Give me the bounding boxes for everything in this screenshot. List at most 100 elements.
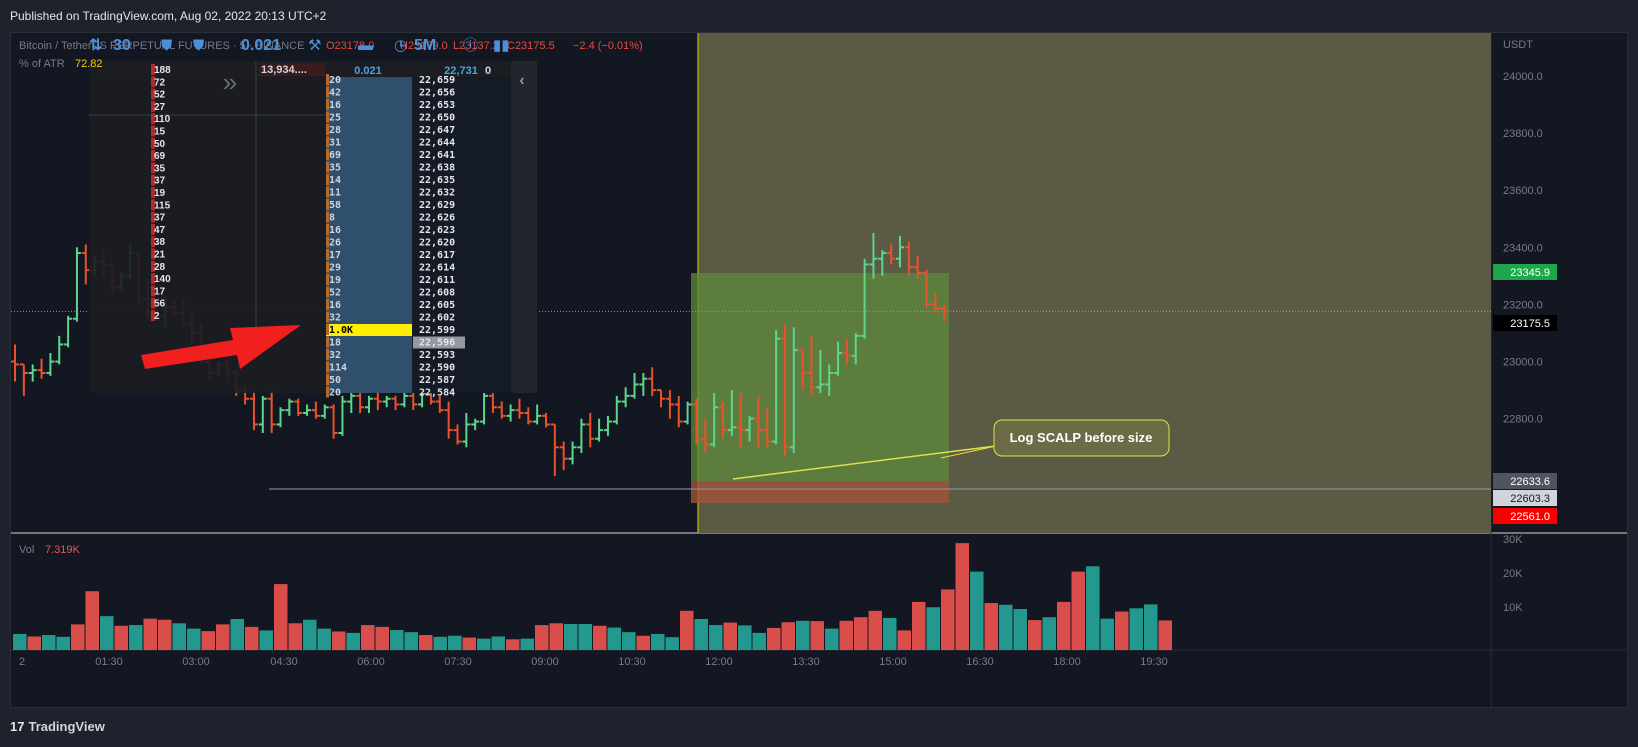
dom-row[interactable]: 1.0K 22,599 bbox=[326, 324, 455, 336]
volume-bar bbox=[926, 607, 940, 650]
dom-row[interactable]: 31 22,644 bbox=[326, 136, 455, 149]
volume-bar bbox=[622, 632, 636, 650]
price-label-text: 22633.6 bbox=[1510, 476, 1550, 488]
dom-size-marker bbox=[326, 386, 329, 398]
volume-bar bbox=[42, 635, 56, 650]
dom-row[interactable]: 28 22,647 bbox=[326, 124, 455, 136]
dom-row-size: 16 bbox=[329, 300, 341, 311]
stopwatch-icon[interactable]: ◷ bbox=[394, 37, 407, 54]
dom-row-size: 28 bbox=[329, 125, 341, 136]
arrows-updown-icon[interactable]: ⇅ bbox=[89, 37, 102, 54]
volume-bar bbox=[694, 619, 708, 650]
shield-icon[interactable]: ⛊ bbox=[193, 37, 204, 54]
double-chevron-right-icon[interactable]: » bbox=[223, 67, 237, 97]
dom-row[interactable]: 50 22,587 bbox=[326, 374, 455, 386]
volume-bar bbox=[1144, 604, 1158, 650]
dom-row-price: 22,653 bbox=[419, 100, 455, 111]
dom-row[interactable]: 14 22,635 bbox=[326, 174, 455, 186]
indicator-value: 72.82 bbox=[75, 58, 103, 70]
dom-row[interactable]: 17 22,617 bbox=[326, 249, 455, 261]
dom-row[interactable]: 35 22,638 bbox=[326, 161, 455, 174]
info-icon[interactable]: ⓘ bbox=[463, 37, 478, 54]
ohlc-bar bbox=[373, 390, 382, 411]
dom-size-marker bbox=[326, 374, 329, 385]
dom-header-price: 22,731 bbox=[444, 65, 478, 77]
dom-row[interactable]: 20 22,584 bbox=[326, 386, 455, 399]
dom-row-price: 22,593 bbox=[419, 350, 455, 361]
dom-row[interactable]: 114 22,590 bbox=[326, 361, 455, 374]
dom-row[interactable]: 32 22,593 bbox=[326, 349, 455, 361]
volume-bar bbox=[332, 631, 346, 650]
dom-row[interactable]: 26 22,620 bbox=[326, 236, 455, 249]
toolbar-timeframe[interactable]: 5M bbox=[414, 37, 436, 54]
volume-bar bbox=[897, 630, 911, 650]
wrench-icon[interactable]: ⚒ bbox=[308, 37, 321, 54]
volume-bar bbox=[375, 626, 389, 650]
tradingview-logo-icon[interactable]: 17 bbox=[10, 719, 25, 734]
dom-size-marker bbox=[326, 274, 329, 285]
dom-row-size: 11 bbox=[329, 188, 341, 199]
ohlc-bar bbox=[559, 441, 568, 471]
ohlc-bar bbox=[639, 373, 648, 396]
dom-row-size: 14 bbox=[329, 175, 341, 186]
price-label-background bbox=[1493, 473, 1557, 489]
time-tick-label: 06:00 bbox=[357, 656, 385, 668]
dom-row[interactable]: 29 22,614 bbox=[326, 261, 455, 274]
volume-legend-value: 7.319K bbox=[45, 544, 81, 556]
dom-row[interactable]: 42 22,656 bbox=[326, 86, 455, 99]
dom-row-size: 18 bbox=[329, 338, 341, 349]
dom-row[interactable]: 52 22,608 bbox=[326, 286, 455, 299]
ohlc-bar bbox=[807, 335, 816, 396]
ohlc-bar bbox=[329, 404, 338, 439]
chevron-left-icon[interactable]: ‹ bbox=[519, 72, 524, 89]
dom-row[interactable]: 8 22,626 bbox=[326, 211, 455, 224]
dom-size-column bbox=[326, 77, 412, 393]
price-label-black: 23175.5 bbox=[1493, 315, 1557, 331]
volume-bar bbox=[506, 639, 520, 650]
volume-bar bbox=[810, 621, 824, 650]
volume-bar bbox=[665, 637, 679, 650]
dom-row[interactable]: 16 22,623 bbox=[326, 224, 455, 236]
ohlc-bar bbox=[665, 390, 674, 419]
toolbar-interval[interactable]: 30 bbox=[113, 37, 131, 54]
time-tick-label: 15:00 bbox=[879, 656, 907, 668]
price-label-background bbox=[1493, 315, 1557, 331]
toolbar-value[interactable]: 0.021 bbox=[241, 37, 281, 54]
dom-row[interactable]: 11 22,632 bbox=[326, 186, 455, 199]
time-tick-label: 09:00 bbox=[531, 656, 559, 668]
shield-icon[interactable]: ⛊ bbox=[161, 37, 172, 54]
dom-row-size: 20 bbox=[329, 75, 341, 86]
dom-row[interactable]: 20 22,659 bbox=[326, 74, 455, 86]
footer-brand[interactable]: TradingView bbox=[28, 719, 105, 734]
dom-row[interactable]: 69 22,641 bbox=[326, 149, 455, 161]
ohlc-bar bbox=[37, 358, 46, 379]
dom-row[interactable]: 25 22,650 bbox=[326, 111, 455, 124]
volume-bar bbox=[303, 619, 317, 650]
dom-header-left-cell bbox=[259, 63, 325, 76]
dom-row-price: 22,626 bbox=[419, 213, 455, 224]
dom-row-price: 22,587 bbox=[419, 375, 455, 386]
ohlc-bar bbox=[595, 418, 604, 442]
dom-size-marker bbox=[326, 149, 329, 160]
volume-bar bbox=[1086, 566, 1100, 650]
dom-header-qty[interactable]: 0.021 bbox=[354, 65, 382, 77]
chart-frame[interactable]: ‹» 13,934.... 0.021 22,731 0 188 72 52 27 110 15 50… bbox=[10, 32, 1628, 708]
dom-row-size: 17 bbox=[329, 250, 341, 261]
dom-row-size: 114 bbox=[329, 363, 347, 374]
dom-row[interactable]: 18 22,596 bbox=[326, 336, 465, 349]
dom-row-size: 31 bbox=[329, 138, 341, 149]
dom-row[interactable]: 19 22,611 bbox=[326, 274, 455, 286]
chart-svg[interactable]: ‹» 13,934.... 0.021 22,731 01887252271101550… bbox=[11, 33, 1628, 708]
dom-row[interactable]: 16 22,605 bbox=[326, 299, 455, 311]
ohlc-bar bbox=[842, 338, 851, 365]
dom-row[interactable]: 58 22,629 bbox=[326, 199, 455, 211]
dom-volume-marker bbox=[151, 76, 155, 88]
dom-row[interactable]: 16 22,653 bbox=[326, 99, 455, 111]
briefcase-icon[interactable]: ▬ bbox=[358, 37, 373, 54]
dom-volume-marker bbox=[151, 187, 155, 198]
bars-icon[interactable]: ▮▮ bbox=[493, 37, 510, 54]
dom-row-price: 22,635 bbox=[419, 175, 455, 186]
dom-volume-marker bbox=[151, 273, 155, 285]
price-tick-label: 22800.0 bbox=[1503, 414, 1543, 426]
dom-row[interactable]: 32 22,602 bbox=[326, 311, 455, 324]
